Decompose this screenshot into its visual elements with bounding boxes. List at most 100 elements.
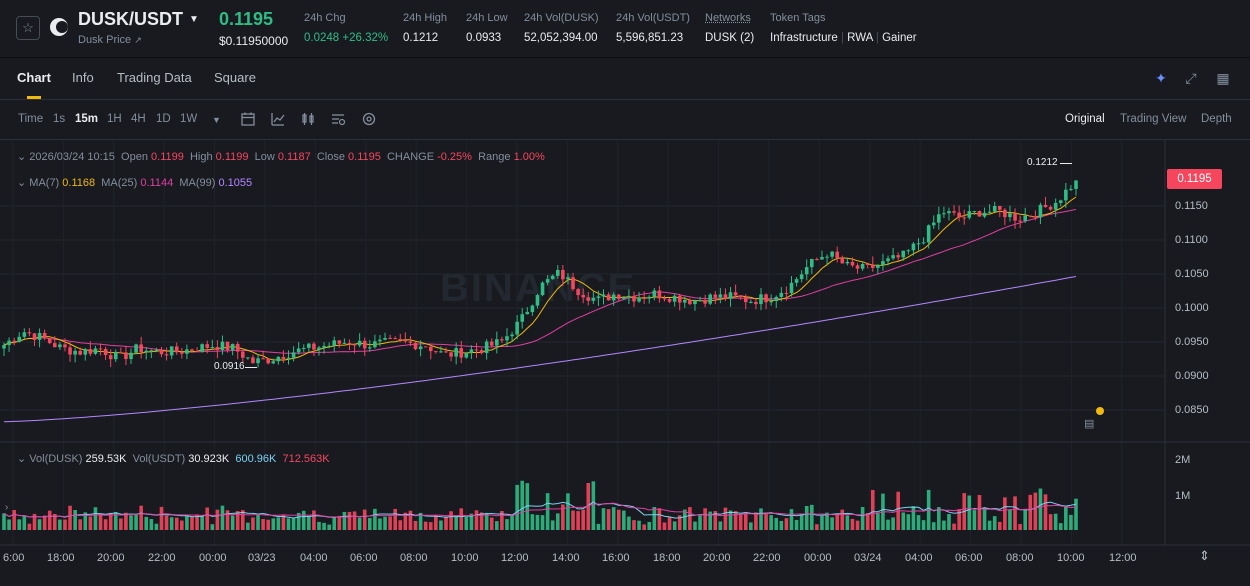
- stat-networks[interactable]: Networks DUSK (2): [705, 12, 755, 44]
- candle-type-icon[interactable]: [300, 111, 316, 127]
- volume-bar: [373, 508, 377, 530]
- candle: [154, 349, 159, 351]
- volume-bar: [129, 515, 133, 530]
- candle: [860, 263, 865, 269]
- interval-1d[interactable]: 1D: [156, 113, 171, 125]
- view-trading-view[interactable]: Trading View: [1120, 113, 1187, 125]
- interval-time[interactable]: Time: [18, 113, 44, 125]
- dusk-price-link[interactable]: Dusk Price ↗: [78, 34, 142, 46]
- candle: [159, 349, 164, 355]
- volume-bar: [185, 514, 189, 530]
- interval-4h[interactable]: 4H: [131, 113, 146, 125]
- volume-bar: [682, 509, 687, 530]
- x-tick: 14:00: [552, 552, 580, 564]
- candle: [200, 344, 204, 352]
- interval-1h[interactable]: 1H: [107, 113, 122, 125]
- interval-15m[interactable]: 15m: [75, 113, 99, 125]
- candle: [185, 349, 189, 354]
- volume-bar: [1023, 509, 1027, 530]
- volume-bar: [312, 510, 316, 530]
- volume-bar: [662, 522, 667, 530]
- candle: [555, 269, 560, 276]
- interval-1s[interactable]: 1s: [53, 113, 66, 125]
- candle: [88, 349, 93, 354]
- legend-collapse-caret-icon: ⌄: [17, 151, 27, 163]
- axis-resize-icon[interactable]: ⇕: [1199, 548, 1210, 563]
- candle: [17, 336, 22, 342]
- volume-bar: [195, 514, 199, 530]
- event-dot-icon[interactable]: [1096, 407, 1104, 415]
- volume-bar: [454, 515, 458, 530]
- scroll-left-icon[interactable]: ›: [5, 502, 9, 513]
- market-header: ☆ DUSK/USDT ▼ Dusk Price ↗ 0.1195 $0.119…: [0, 0, 1250, 58]
- news-event-icon[interactable]: ▤: [1084, 418, 1095, 430]
- candle: [307, 343, 311, 348]
- candle: [977, 211, 982, 217]
- candle: [312, 343, 316, 350]
- volume-bar: [388, 516, 392, 530]
- x-tick: 00:00: [199, 552, 227, 564]
- tab-chart[interactable]: Chart: [17, 70, 51, 85]
- volume-bar: [22, 515, 27, 530]
- candle: [769, 300, 773, 303]
- volume-bar: [1043, 494, 1048, 530]
- volume-bar: [17, 519, 22, 530]
- price-chart[interactable]: [0, 140, 1250, 586]
- ohlc-legend: ⌄ 2026/03/24 10:15 Open 0.1199 High 0.11…: [17, 151, 545, 163]
- candle: [901, 250, 906, 258]
- chart-settings-list-icon[interactable]: [330, 111, 346, 127]
- view-depth[interactable]: Depth: [1201, 113, 1232, 125]
- volume-bar: [174, 517, 179, 530]
- candle: [820, 257, 824, 260]
- volume-bar: [947, 513, 951, 530]
- high-annotation: 0.1212: [1027, 157, 1058, 168]
- x-tick: 12:00: [1109, 552, 1137, 564]
- usd-price: $0.11950000: [219, 34, 289, 48]
- target-settings-icon[interactable]: [361, 111, 377, 127]
- tag-rwa[interactable]: RWA: [847, 32, 873, 44]
- pair-title[interactable]: DUSK/USDT: [78, 9, 184, 29]
- interval-more-caret-icon[interactable]: ▼: [212, 115, 221, 125]
- stat-24h-low: 24h Low 0.0933: [466, 12, 508, 44]
- y-tick: 0.1000: [1175, 302, 1209, 314]
- candle: [27, 332, 32, 334]
- volume-bar: [47, 510, 52, 530]
- volume-bar: [870, 489, 875, 530]
- favorite-star-icon[interactable]: ☆: [16, 16, 40, 40]
- candle: [393, 338, 398, 340]
- candle: [464, 352, 469, 358]
- volume-bar: [972, 510, 977, 530]
- calendar-icon[interactable]: [240, 111, 256, 127]
- tab-square[interactable]: Square: [214, 70, 256, 85]
- indicator-chart-icon[interactable]: [270, 111, 286, 127]
- tag-gainer[interactable]: Gainer: [882, 32, 917, 44]
- ai-sparkle-icon[interactable]: ✦: [1155, 70, 1167, 86]
- candle: [403, 340, 408, 342]
- view-original[interactable]: Original: [1065, 113, 1105, 125]
- tag-infrastructure[interactable]: Infrastructure: [770, 32, 838, 44]
- layout-grid-icon[interactable]: ▦: [1216, 70, 1230, 86]
- candle: [474, 349, 479, 351]
- volume-bar: [271, 518, 276, 530]
- pair-dropdown-caret-icon[interactable]: ▼: [189, 14, 199, 25]
- volume-bar: [347, 511, 352, 530]
- volume-bar: [332, 516, 337, 530]
- fullscreen-icon[interactable]: ⤢: [1185, 70, 1197, 86]
- candle: [886, 258, 890, 262]
- candle: [759, 294, 763, 305]
- y-tick: 0.0950: [1175, 336, 1209, 348]
- tab-info[interactable]: Info: [72, 70, 94, 85]
- interval-1w[interactable]: 1W: [180, 113, 198, 125]
- tab-trading-data[interactable]: Trading Data: [117, 70, 192, 85]
- volume-bar: [327, 524, 331, 530]
- volume-bar: [154, 523, 159, 530]
- candle: [627, 295, 631, 298]
- candle: [408, 341, 413, 343]
- candle: [98, 348, 103, 350]
- candle: [754, 301, 758, 305]
- volume-bar: [281, 515, 286, 530]
- chart-area[interactable]: BINANCE ⌄ 2026/03/24 10:15 Open 0.1199 H…: [0, 140, 1250, 586]
- volume-bar: [540, 515, 545, 530]
- candle: [1038, 204, 1043, 218]
- candle: [2, 345, 6, 349]
